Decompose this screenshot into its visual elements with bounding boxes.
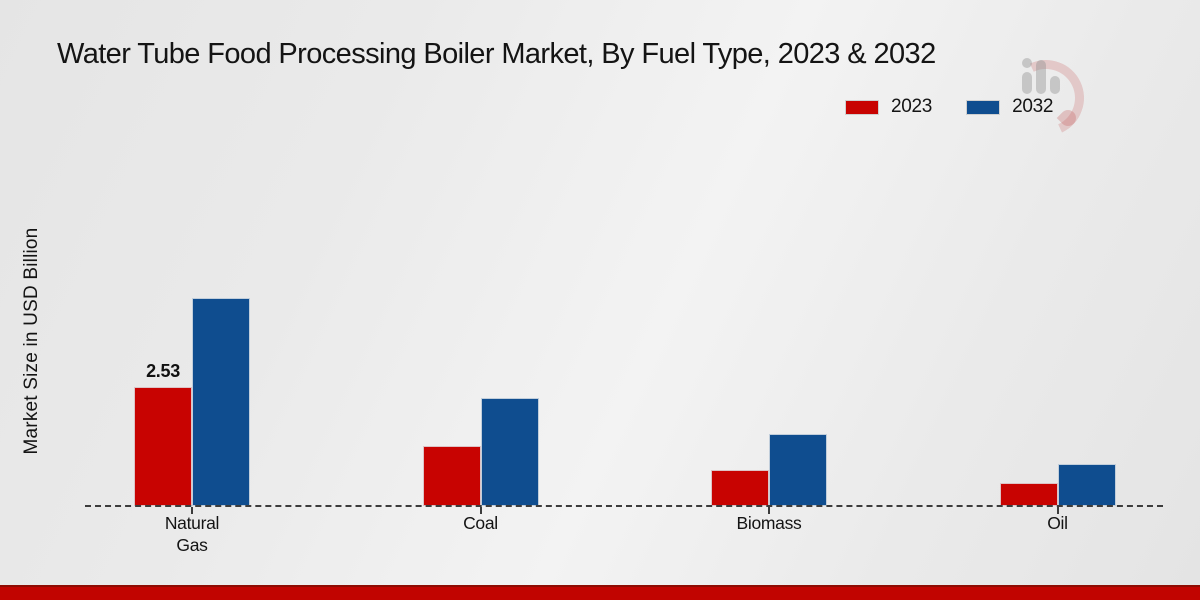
category-label-biomass: Biomass bbox=[736, 513, 802, 533]
bar-2023-oil bbox=[999, 483, 1058, 506]
watermark-bar-1 bbox=[1022, 72, 1032, 94]
x-axis-tick-coal bbox=[479, 507, 482, 514]
watermark-bar-3 bbox=[1050, 76, 1060, 94]
watermark-bar-2 bbox=[1036, 60, 1046, 94]
legend-label: 2023 bbox=[891, 96, 933, 117]
bar-2023-biomass bbox=[711, 469, 769, 506]
bar-2032-natural-gas bbox=[192, 298, 250, 506]
legend-label: 2032 bbox=[1012, 96, 1054, 117]
legend-swatch-2032 bbox=[966, 99, 1001, 115]
footer-accent-bar bbox=[0, 585, 1200, 600]
x-axis-baseline bbox=[85, 505, 1163, 507]
mrfr-logo-watermark-icon bbox=[997, 49, 1095, 147]
category-label-coal: Coal bbox=[463, 513, 498, 533]
bar-2032-biomass bbox=[769, 434, 827, 506]
chart-title: Water Tube Food Processing Boiler Market… bbox=[57, 38, 936, 70]
bar-2023-coal bbox=[422, 446, 481, 506]
bar-2023-natural-gas bbox=[134, 387, 192, 506]
legend: 2023 2032 bbox=[845, 96, 1053, 118]
legend-item-2023: 2023 bbox=[845, 96, 932, 118]
bar-value-label-2023-natural-gas: 2.53 bbox=[146, 361, 180, 382]
legend-swatch-2023 bbox=[845, 99, 879, 115]
category-label-natural-gas: Natural Gas bbox=[164, 513, 220, 555]
x-axis-tick-natural-gas bbox=[191, 507, 193, 514]
x-axis-tick-oil bbox=[1056, 507, 1059, 514]
x-axis-tick-biomass bbox=[768, 507, 770, 514]
watermark-bar-chart-dot bbox=[1022, 58, 1032, 68]
category-label-oil: Oil bbox=[1047, 513, 1068, 533]
legend-item-2032: 2032 bbox=[966, 96, 1053, 118]
bar-2032-oil bbox=[1057, 464, 1116, 506]
bar-2032-coal bbox=[480, 398, 539, 506]
